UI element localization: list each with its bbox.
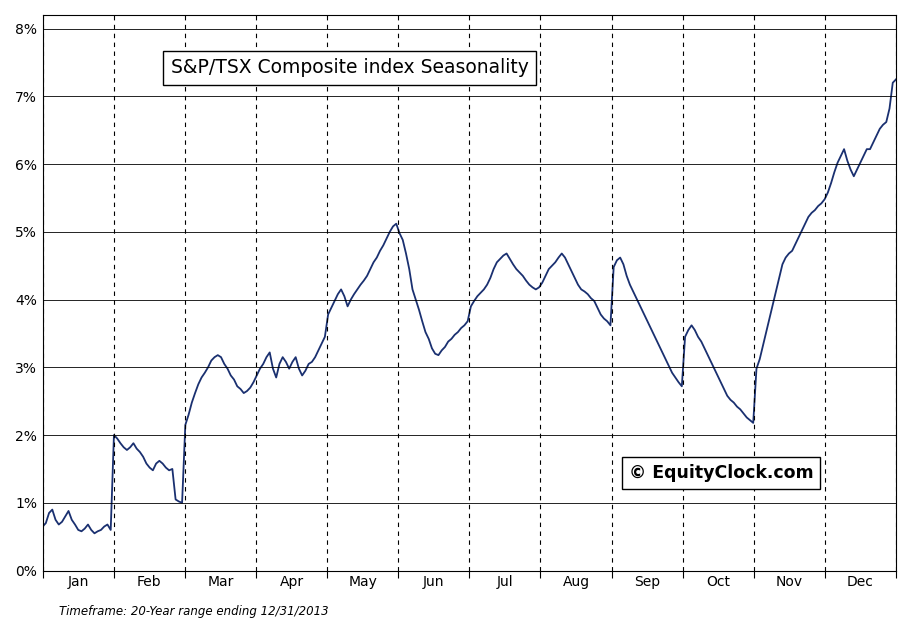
Text: Timeframe: 20-Year range ending 12/31/2013: Timeframe: 20-Year range ending 12/31/20…: [59, 605, 329, 618]
Text: © EquityClock.com: © EquityClock.com: [629, 464, 814, 482]
Text: S&P/TSX Composite index Seasonality: S&P/TSX Composite index Seasonality: [171, 59, 528, 77]
